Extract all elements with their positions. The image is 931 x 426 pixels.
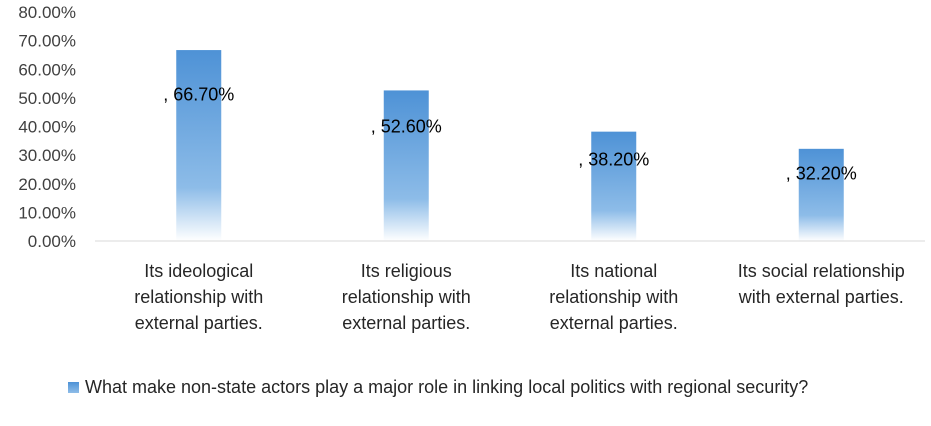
x-category-line: Its ideological — [144, 261, 254, 281]
legend: What make non-state actors play a major … — [68, 374, 898, 400]
x-category-label: Its religious relationship with external p… — [306, 258, 506, 336]
x-category-line: with external parties. — [738, 287, 904, 307]
bar — [591, 131, 637, 241]
data-label: , 66.70% — [163, 84, 234, 104]
x-category-line: relationship with — [134, 287, 264, 307]
data-label: , 52.60% — [371, 117, 442, 137]
y-tick-label: 40.00% — [18, 118, 76, 137]
bar — [798, 148, 844, 241]
y-tick-label: 10.00% — [18, 203, 76, 222]
y-tick-label: 60.00% — [18, 60, 76, 79]
y-tick-label: 20.00% — [18, 175, 76, 194]
x-category-line: Its social relationship — [737, 261, 905, 281]
y-tick-label: 70.00% — [18, 32, 76, 51]
data-label: , 38.20% — [578, 150, 649, 170]
y-axis: 0.00% 10.00% 20.00% 30.00% 40.00% 50.00% 60.00… — [18, 3, 76, 251]
bar — [383, 90, 429, 242]
y-tick-label: 0.00% — [28, 232, 76, 251]
x-category-line: Its religious — [360, 261, 452, 281]
y-tick-label: 80.00% — [18, 3, 76, 22]
x-category-label: Its social relationship with external par… — [721, 258, 921, 310]
bar — [176, 50, 222, 241]
x-category-line: external parties. — [134, 313, 263, 333]
legend-label: What make non-state actors play a major … — [85, 377, 809, 397]
x-category-line: external parties. — [549, 313, 678, 333]
legend-swatch — [68, 382, 79, 393]
data-labels-group: , 66.70% , 52.60% , 38.20% , 32.20% — [163, 84, 857, 183]
bars-group — [176, 50, 844, 242]
x-category-line: relationship with — [549, 287, 679, 307]
y-tick-label: 30.00% — [18, 146, 76, 165]
x-category-label: Its national relationship with external pa… — [514, 258, 714, 336]
data-label: , 32.20% — [786, 163, 857, 183]
x-category-label: Its ideological relationship with external… — [99, 258, 299, 336]
x-category-line: Its national — [570, 261, 658, 281]
y-tick-label: 50.00% — [18, 89, 76, 108]
x-category-line: relationship with — [341, 287, 471, 307]
x-category-line: external parties. — [342, 313, 471, 333]
